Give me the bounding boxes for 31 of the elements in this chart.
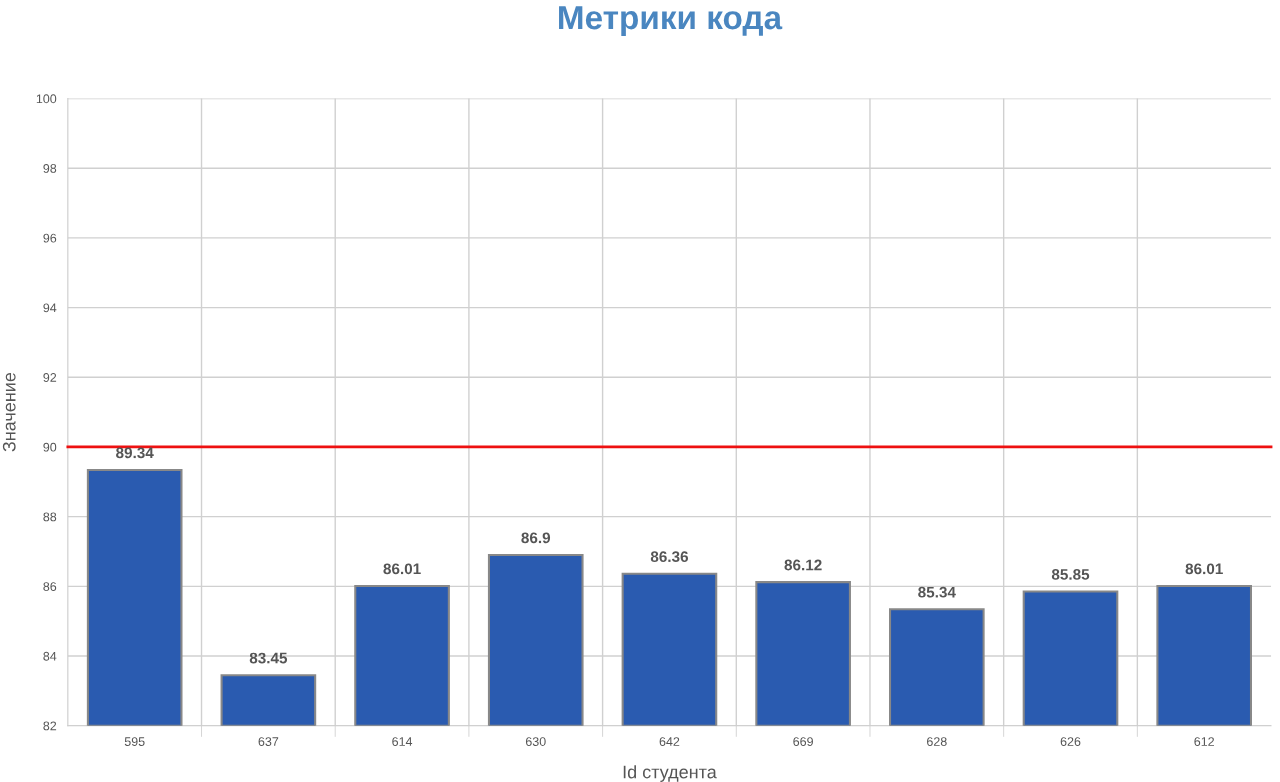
data-label: 86.01 (1185, 563, 1223, 575)
y-tick-label: 90 (43, 442, 57, 452)
x-tick-label: 595 (124, 737, 145, 746)
y-tick-label: 96 (43, 233, 57, 243)
x-tick-label: 637 (258, 737, 279, 746)
x-tick-label: 669 (793, 737, 813, 746)
y-tick-label: 94 (43, 303, 57, 313)
y-tick-label: 98 (43, 164, 57, 173)
y-tick-label: 100 (36, 94, 57, 104)
data-label: 83.45 (249, 652, 288, 664)
x-tick-label: 642 (659, 737, 680, 746)
data-label: 86.36 (650, 551, 689, 563)
data-label: 86.12 (784, 559, 822, 571)
data-label: 86.01 (383, 563, 421, 575)
y-tick-label: 86 (43, 582, 57, 591)
y-tick-label: 82 (43, 721, 57, 731)
x-tick-label: 626 (1060, 737, 1081, 746)
data-label: 85.85 (1051, 569, 1090, 580)
data-label: 85.34 (918, 586, 956, 598)
x-tick-label: 628 (927, 737, 947, 746)
chart-title: Метрики кода (559, 6, 783, 36)
x-axis-title: Id студента (623, 765, 717, 782)
y-tick-label: 84 (43, 651, 57, 661)
x-tick-label: 612 (1194, 737, 1214, 746)
data-label: 86.9 (521, 532, 551, 544)
x-tick-label: 614 (392, 737, 413, 746)
data-label: 89.34 (116, 447, 154, 459)
y-tick-label: 88 (43, 512, 57, 522)
y-tick-label: 92 (43, 373, 57, 382)
y-axis-title: Значение (2, 372, 16, 452)
x-tick-label: 630 (525, 737, 546, 746)
